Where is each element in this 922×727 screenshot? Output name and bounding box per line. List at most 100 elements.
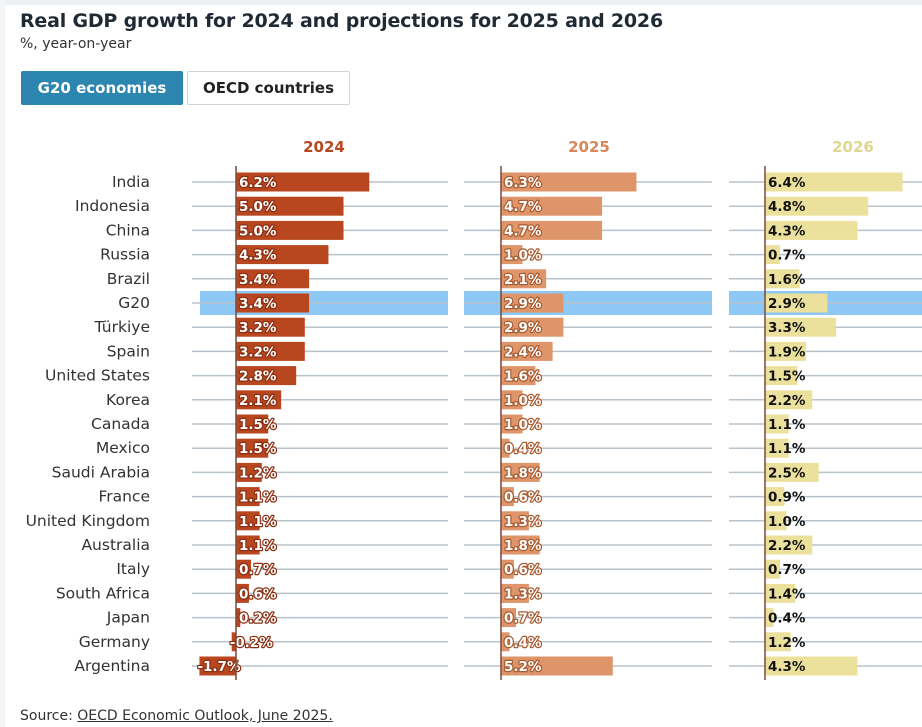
data-label: 1.0% xyxy=(504,393,542,409)
tab-g20-economies[interactable]: G20 economies xyxy=(21,71,183,105)
bar-2026-india xyxy=(765,172,903,192)
data-label: 4.3% xyxy=(768,223,806,239)
bar-2024-spain xyxy=(236,341,305,361)
data-label: 0.7% xyxy=(768,248,806,264)
category-label: Mexico xyxy=(96,439,150,457)
category-label: Canada xyxy=(91,415,150,433)
bar-2024-korea xyxy=(236,390,282,410)
series-header-2025: 2025 xyxy=(568,138,610,156)
data-label: 4.7% xyxy=(504,199,542,215)
bar-2025-united-states xyxy=(501,366,536,386)
category-label: Japan xyxy=(106,609,150,627)
bar-2026-france xyxy=(765,487,785,507)
data-label: 1.8% xyxy=(504,465,542,481)
source-link[interactable]: OECD Economic Outlook, June 2025. xyxy=(77,708,333,724)
chart-subtitle: %, year-on-year xyxy=(20,36,132,52)
data-label: 1.2% xyxy=(768,635,806,651)
bar-2024-indonesia xyxy=(236,196,344,216)
bar-2025-united-kingdom xyxy=(501,511,529,531)
bar-2024-g20 xyxy=(236,293,310,313)
bar-2024-india xyxy=(236,172,370,192)
bar-2025-g20 xyxy=(501,293,564,313)
bar-2025-indonesia xyxy=(501,196,603,216)
bar-2026-indonesia xyxy=(765,196,869,216)
bar-2026-japan xyxy=(765,608,774,628)
bar-2024-türkiye xyxy=(236,317,305,337)
data-label: 0.9% xyxy=(768,490,806,506)
bar-2026-south-africa xyxy=(765,583,796,603)
bar-2026-australia xyxy=(765,535,813,555)
bar-2026-united-states xyxy=(765,366,798,386)
data-label: 5.2% xyxy=(504,659,542,675)
data-label: 2.8% xyxy=(239,369,277,385)
data-label: 1.1% xyxy=(768,417,806,433)
category-label: France xyxy=(98,488,150,506)
data-label: 6.3% xyxy=(504,175,542,191)
bar-2025-india xyxy=(501,172,637,192)
bar-2024-brazil xyxy=(236,269,310,289)
data-label: 2.5% xyxy=(768,465,806,481)
bar-2026-mexico xyxy=(765,438,789,458)
category-label: United Kingdom xyxy=(26,512,150,530)
bar-2025-italy xyxy=(501,559,514,579)
bar-2025-argentina xyxy=(501,656,613,676)
data-label: 0.7% xyxy=(504,611,542,627)
data-label: 0.4% xyxy=(504,441,542,457)
category-label: China xyxy=(106,221,150,239)
data-label: -1.7% xyxy=(197,659,241,675)
bar-2024-france xyxy=(236,487,260,507)
bar-2025-germany xyxy=(501,632,510,652)
bar-2024-russia xyxy=(236,245,329,265)
data-label: 0.2% xyxy=(239,611,277,627)
data-label: 0.6% xyxy=(504,490,542,506)
category-label: Italy xyxy=(116,560,150,578)
bar-2024-united-states xyxy=(236,366,297,386)
chart-title: Real GDP growth for 2024 and projections… xyxy=(20,10,663,32)
bar-2026-argentina xyxy=(765,656,858,676)
data-label: 1.6% xyxy=(768,272,806,288)
category-label: Germany xyxy=(79,633,150,651)
data-label: 2.2% xyxy=(768,393,806,409)
category-label: Brazil xyxy=(107,270,150,288)
data-label: 2.4% xyxy=(504,344,542,360)
data-label: 2.2% xyxy=(768,538,806,554)
data-label: 4.3% xyxy=(768,659,806,675)
data-label: 2.9% xyxy=(504,296,542,312)
bar-2026-saudi-arabia xyxy=(765,462,819,482)
bar-2025-china xyxy=(501,220,603,240)
bar-2025-brazil xyxy=(501,269,547,289)
data-label: 3.2% xyxy=(239,320,277,336)
data-label: 6.4% xyxy=(768,175,806,191)
tab-bar: G20 economies OECD countries xyxy=(21,71,350,105)
category-label: Argentina xyxy=(74,657,150,675)
bar-2025-türkiye xyxy=(501,317,564,337)
category-label: United States xyxy=(45,367,150,385)
category-label: Australia xyxy=(81,536,150,554)
bar-2026-brazil xyxy=(765,269,800,289)
data-label: 0.6% xyxy=(239,586,277,602)
category-label: India xyxy=(112,173,150,191)
data-label: 0.7% xyxy=(239,562,277,578)
bar-2026-g20 xyxy=(765,293,828,313)
data-label: 2.9% xyxy=(768,296,806,312)
bar-2024-united-kingdom xyxy=(236,511,260,531)
bar-2026-türkiye xyxy=(765,317,836,337)
bar-2026-korea xyxy=(765,390,813,410)
category-label: Korea xyxy=(106,391,150,409)
top-border xyxy=(0,0,922,5)
left-border xyxy=(0,0,5,727)
data-label: 0.6% xyxy=(504,562,542,578)
data-label: 1.1% xyxy=(239,538,277,554)
bar-2024-japan xyxy=(236,608,241,628)
tab-oecd-countries[interactable]: OECD countries xyxy=(187,71,350,105)
data-label: 1.5% xyxy=(239,441,277,457)
bar-2025-canada xyxy=(501,414,523,434)
data-label: 3.4% xyxy=(239,272,277,288)
data-label: 4.8% xyxy=(768,199,806,215)
bar-2025-mexico xyxy=(501,438,510,458)
bar-2026-spain xyxy=(765,341,806,361)
category-label: Russia xyxy=(100,246,150,264)
category-label: Saudi Arabia xyxy=(52,463,150,481)
bar-2026-italy xyxy=(765,559,781,579)
bar-2024-germany xyxy=(231,632,236,652)
